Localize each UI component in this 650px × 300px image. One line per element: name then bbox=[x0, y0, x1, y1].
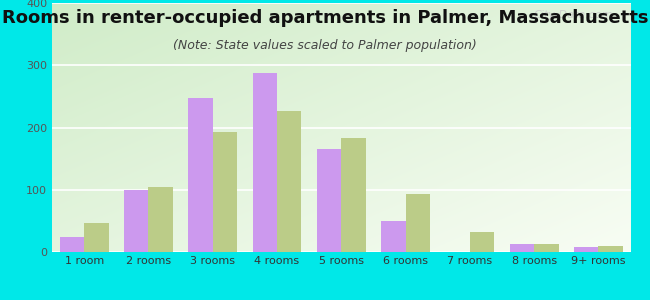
Bar bbox=[188, 98, 213, 252]
Bar bbox=[317, 149, 341, 252]
Bar bbox=[60, 237, 84, 252]
Bar bbox=[341, 138, 366, 252]
Bar bbox=[277, 111, 302, 252]
Bar bbox=[534, 244, 558, 252]
Bar bbox=[84, 223, 109, 252]
Bar bbox=[381, 221, 406, 252]
Bar bbox=[124, 190, 148, 252]
Bar bbox=[406, 194, 430, 252]
Bar bbox=[253, 74, 277, 252]
Bar bbox=[574, 247, 599, 252]
Text: (Note: State values scaled to Palmer population): (Note: State values scaled to Palmer pop… bbox=[173, 39, 477, 52]
Text: Rooms in renter-occupied apartments in Palmer, Massachusetts: Rooms in renter-occupied apartments in P… bbox=[2, 9, 648, 27]
Bar bbox=[599, 246, 623, 252]
Bar bbox=[510, 244, 534, 252]
Bar bbox=[148, 188, 173, 252]
Bar bbox=[213, 132, 237, 252]
Bar bbox=[470, 232, 494, 252]
Text: City-Data.com: City-Data.com bbox=[534, 11, 613, 20]
